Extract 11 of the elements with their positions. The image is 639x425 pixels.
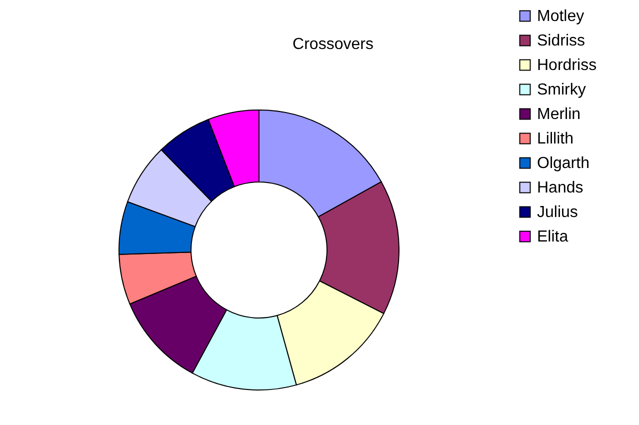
legend-label: Smirky (537, 82, 586, 98)
legend-label: Lillith (537, 130, 574, 148)
legend-label: Hordriss (537, 57, 597, 74)
legend-label: Motley (537, 8, 584, 25)
legend-label: Hands (537, 180, 584, 196)
legend-label: Sidriss (537, 32, 586, 50)
legend-label: Merlin (537, 106, 581, 123)
legend-label: Elita (537, 228, 568, 246)
legend-label: Olgarth (537, 155, 590, 172)
legend-label: Julius (537, 204, 578, 221)
text: Crossovers (292, 36, 374, 53)
